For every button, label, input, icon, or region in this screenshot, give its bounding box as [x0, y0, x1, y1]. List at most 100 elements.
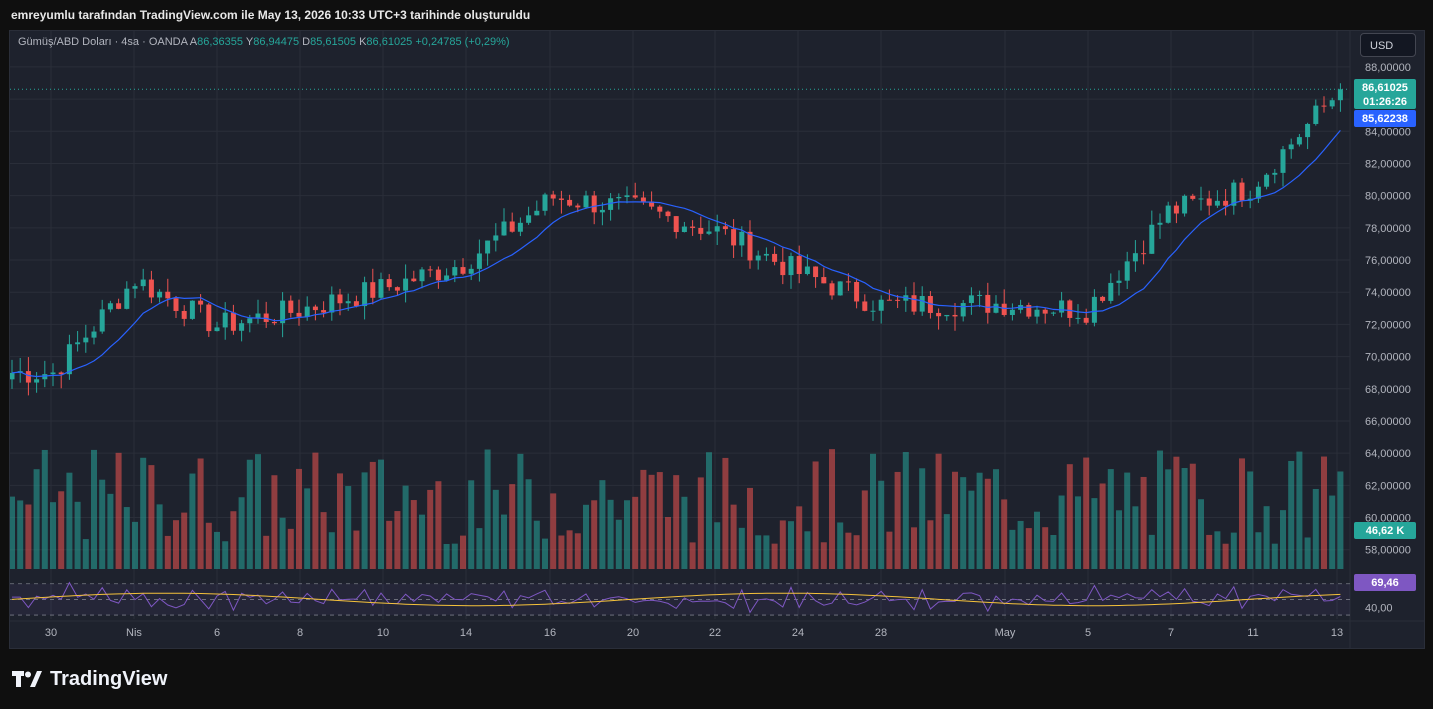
- volume-bar: [427, 489, 434, 569]
- volume-bar: [878, 480, 885, 569]
- volume-bar: [1214, 531, 1221, 569]
- candle-body: [157, 291, 163, 298]
- candle-body: [960, 303, 966, 317]
- candle-body: [1149, 224, 1155, 254]
- price-tick-label: 76,00000: [1365, 255, 1411, 267]
- candle-body: [747, 231, 753, 261]
- rsi-value-tag-bg: [1354, 574, 1416, 591]
- candlestick-chart[interactable]: 88,0000086,0000084,0000082,0000080,00000…: [10, 31, 1424, 648]
- candle-body: [567, 199, 573, 206]
- candle-body: [624, 195, 630, 198]
- candle-body: [10, 372, 15, 380]
- volume-bar: [378, 459, 384, 569]
- volume-bar: [993, 469, 999, 569]
- candle-body: [1321, 105, 1327, 107]
- candle-body: [198, 300, 204, 305]
- volume-bars: [10, 449, 1344, 569]
- volume-bar: [525, 479, 532, 569]
- volume-bar: [738, 527, 745, 569]
- volume-bar: [181, 512, 188, 569]
- candle-body: [1034, 309, 1040, 317]
- candle-body: [460, 267, 466, 274]
- candle-body: [1296, 137, 1302, 145]
- volume-bar: [960, 477, 967, 569]
- volume-bar: [1271, 543, 1278, 569]
- candle-body: [690, 226, 696, 228]
- candle-body: [1091, 296, 1097, 323]
- candle-body: [1231, 182, 1237, 206]
- rsi-value-tag-text: 69,46: [1371, 577, 1399, 589]
- candle-body: [714, 226, 720, 232]
- candle-body: [312, 306, 318, 311]
- candle-body: [271, 321, 277, 324]
- candle-body: [911, 295, 917, 312]
- candle-body: [304, 306, 310, 317]
- volume-bar: [33, 469, 40, 569]
- volume-bar: [222, 541, 229, 569]
- candle-body: [517, 222, 523, 232]
- candle-body: [1116, 280, 1122, 283]
- price-tick-label: 82,00000: [1365, 158, 1411, 170]
- candle-body: [895, 299, 901, 301]
- candle-body: [321, 310, 327, 313]
- high-value: 86,94475: [253, 36, 300, 48]
- volume-bar: [533, 520, 540, 569]
- rsi-pane: [10, 581, 1350, 616]
- ma-value-tag: 85,62238: [1354, 110, 1416, 127]
- ma-value-tag-text: 85,62238: [1362, 113, 1408, 125]
- candle-body: [1132, 253, 1138, 262]
- volume-bar: [1304, 537, 1311, 569]
- volume-bar: [894, 471, 901, 569]
- volume-bar: [402, 485, 409, 569]
- candle-body: [936, 312, 942, 317]
- volume-bar: [1181, 468, 1188, 569]
- chart-panel[interactable]: 88,0000086,0000084,0000082,0000080,00000…: [9, 30, 1425, 649]
- volume-bar: [911, 527, 917, 569]
- candle-body: [632, 195, 638, 198]
- volume-value-tag: 46,62 K: [1354, 522, 1416, 539]
- tradingview-logo[interactable]: TradingView: [12, 667, 167, 691]
- volume-bar: [1189, 463, 1196, 569]
- volume-bar: [624, 500, 630, 569]
- candle-body: [239, 323, 245, 331]
- time-tick-label: May: [995, 627, 1016, 639]
- high-label: Y: [245, 36, 254, 48]
- volume-bar: [361, 472, 368, 569]
- price-tick-label: 68,00000: [1365, 384, 1411, 396]
- volume-bar: [107, 493, 114, 569]
- candle-body: [403, 278, 409, 291]
- candle-body: [862, 301, 868, 311]
- volume-bar: [640, 469, 647, 569]
- candle-body: [1067, 300, 1073, 318]
- candle-body: [599, 209, 605, 213]
- volume-bar: [1001, 499, 1008, 569]
- candle-body: [485, 240, 491, 254]
- candle-body: [558, 198, 564, 200]
- last-price-tag-text: 86,61025: [1362, 82, 1408, 94]
- volume-bar: [706, 452, 712, 569]
- volume-bar: [796, 506, 803, 569]
- ma-line: [11, 130, 1341, 378]
- volume-bar: [1312, 488, 1319, 569]
- volume-bar: [1091, 498, 1098, 569]
- volume-bar: [509, 484, 516, 569]
- rsi-line: [12, 581, 1341, 614]
- symbol-title[interactable]: Gümüş/ABD Doları · 4sa · OANDA: [18, 36, 188, 48]
- volume-bar: [656, 472, 663, 569]
- time-tick-label: 10: [377, 627, 389, 639]
- price-tick-label: 66,00000: [1365, 416, 1411, 428]
- volume-bar: [468, 480, 475, 569]
- candle-body: [952, 314, 958, 317]
- volume-bar: [435, 481, 442, 569]
- time-tick-label: 6: [214, 627, 220, 639]
- candle-body: [1272, 172, 1278, 175]
- volume-value-tag-text: 46,62 K: [1366, 525, 1405, 537]
- candle-body: [780, 261, 786, 276]
- open-label: A: [189, 36, 198, 48]
- candle-body: [427, 269, 433, 271]
- volume-bar: [1157, 450, 1163, 569]
- volume-bar: [607, 499, 614, 569]
- volume-bar: [140, 457, 147, 569]
- currency-button[interactable]: USD: [1360, 33, 1416, 57]
- candle-body: [706, 231, 712, 234]
